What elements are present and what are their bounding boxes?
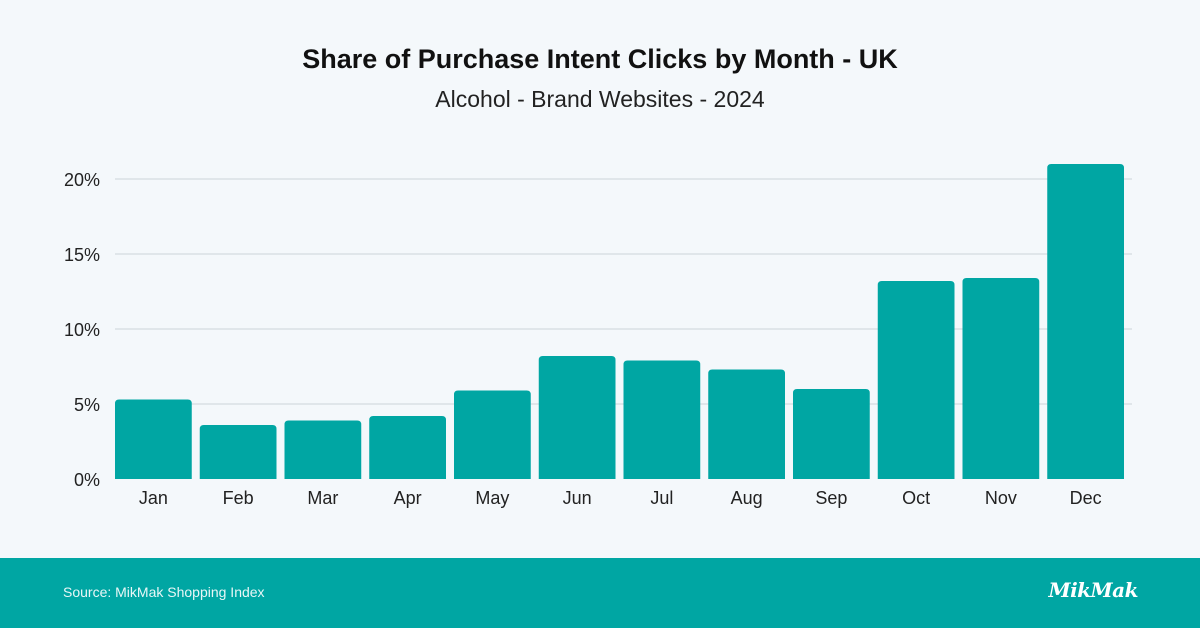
bar-chart: 0% 5% 10% 15% 20% Jan Feb Mar Apr May Jun Jul Aug Se… bbox=[64, 164, 1132, 508]
bars bbox=[115, 164, 1124, 479]
bar-jun bbox=[538, 356, 616, 479]
chart-subtitle: Alcohol - Brand Websites - 2024 bbox=[435, 86, 765, 112]
bar-jan bbox=[115, 399, 192, 479]
mikmak-logo: MikMak bbox=[1048, 578, 1138, 602]
x-tick-label: Feb bbox=[223, 488, 254, 508]
bar-mar bbox=[284, 420, 362, 479]
x-tick-label: Mar bbox=[307, 488, 338, 508]
bar-dec bbox=[1047, 164, 1124, 479]
bar-apr bbox=[369, 416, 446, 479]
x-tick-label: Jul bbox=[650, 488, 673, 508]
bar-feb bbox=[199, 425, 277, 479]
y-axis-ticks: 0% 5% 10% 15% 20% bbox=[64, 170, 100, 490]
source-note: Source: MikMak Shopping Index bbox=[63, 584, 265, 600]
bar-jul bbox=[623, 360, 701, 479]
y-tick-label: 10% bbox=[64, 320, 100, 340]
x-tick-label: Jun bbox=[563, 488, 592, 508]
y-tick-label: 15% bbox=[64, 245, 100, 265]
chart-title: Share of Purchase Intent Clicks by Month… bbox=[302, 44, 898, 74]
y-tick-label: 20% bbox=[64, 170, 100, 190]
bar-sep bbox=[793, 389, 870, 479]
bar-aug bbox=[708, 369, 785, 479]
x-tick-label: Jan bbox=[139, 488, 168, 508]
bar-may bbox=[454, 390, 531, 479]
x-tick-label: Apr bbox=[394, 488, 422, 508]
y-tick-label: 0% bbox=[74, 470, 100, 490]
x-tick-label: Nov bbox=[985, 488, 1017, 508]
x-tick-label: Oct bbox=[902, 488, 930, 508]
x-tick-label: Aug bbox=[731, 488, 763, 508]
x-tick-label: Dec bbox=[1070, 488, 1102, 508]
y-tick-label: 5% bbox=[74, 395, 100, 415]
x-axis-ticks: Jan Feb Mar Apr May Jun Jul Aug Sep Oct Nov Dec bbox=[139, 488, 1102, 508]
x-tick-label: Sep bbox=[815, 488, 847, 508]
x-tick-label: May bbox=[475, 488, 509, 508]
bar-nov bbox=[962, 278, 1040, 479]
bar-oct bbox=[877, 281, 955, 479]
footer-bar: Source: MikMak Shopping Index MikMak bbox=[0, 558, 1200, 628]
